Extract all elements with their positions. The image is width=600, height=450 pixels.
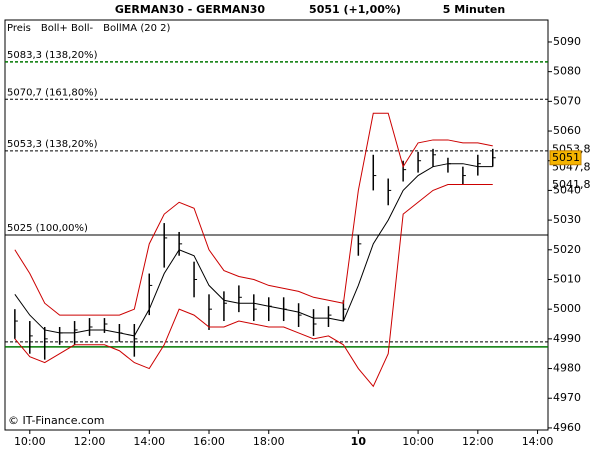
y-tick-label: 5040 (553, 183, 581, 196)
legend-entry: Preis (7, 23, 31, 34)
y-tick-label: 5090 (553, 35, 581, 48)
plot-frame (4, 19, 549, 431)
x-tick-label: 10 (351, 435, 367, 448)
quote: 5051 (+1,00%) (309, 3, 401, 16)
legend-entry: Boll+ Boll- (41, 23, 94, 34)
x-tick-label: 18:00 (253, 435, 285, 448)
x-tick-label: 10:00 (402, 435, 434, 448)
boll-lower (14, 183, 493, 388)
x-tick-label: 12:00 (74, 435, 106, 448)
chart-title: GERMAN30 - GERMAN30 (115, 3, 266, 16)
y-tick-label: 4980 (553, 362, 581, 375)
y-tick-label: 5080 (553, 65, 581, 78)
last-label: 5051 (552, 151, 580, 164)
y-tick-label: 5070 (553, 94, 581, 107)
y-tick-label: 5020 (553, 243, 581, 256)
interval: 5 Minuten (443, 3, 505, 16)
footer: © IT-Finance.com (8, 414, 105, 427)
last-label: 5041,8 (552, 178, 591, 191)
level-label: 5053,3 (138,20%) (7, 139, 98, 150)
x-tick-label: 14:00 (522, 435, 554, 448)
y-tick-label: 5060 (553, 124, 581, 137)
level-label: 5083,3 (138,20%) (7, 50, 98, 61)
y-tick-label: 5000 (553, 302, 581, 315)
y-tick-label: 4970 (553, 391, 581, 404)
y-tick-label: 4960 (553, 421, 581, 434)
y-tick-label: 5010 (553, 272, 581, 285)
boll-ma (14, 163, 493, 337)
last-price-box (549, 150, 582, 166)
y-tick-label: 5030 (553, 213, 581, 226)
level-label: 5070,7 (161,80%) (7, 87, 98, 98)
x-tick-label: 10:00 (14, 435, 46, 448)
x-tick-label: 16:00 (193, 435, 225, 448)
x-tick-label: 12:00 (462, 435, 494, 448)
x-tick-label: 14:00 (133, 435, 165, 448)
y-tick-label: 4990 (553, 332, 581, 345)
boll-upper (14, 112, 493, 316)
level-label: 5025 (100,00%) (7, 223, 88, 234)
legend-entry: BollMA (20 2) (103, 23, 170, 34)
